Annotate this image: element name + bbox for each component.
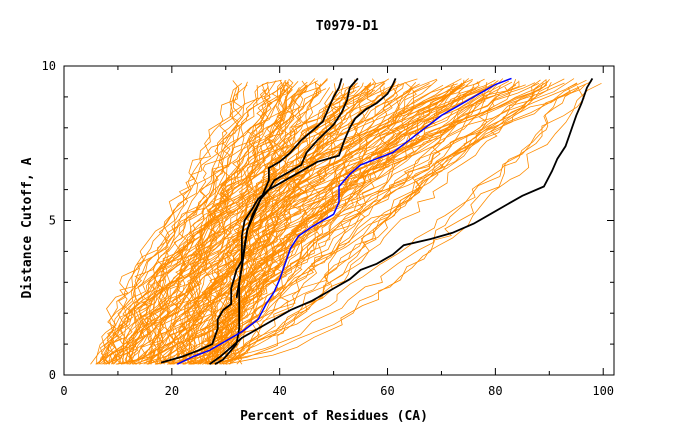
reference-line bbox=[209, 77, 594, 365]
model-line bbox=[96, 78, 473, 365]
model-line bbox=[139, 85, 580, 365]
model-line bbox=[225, 80, 286, 365]
reference-line bbox=[160, 77, 359, 364]
x-tick-label: 100 bbox=[592, 384, 614, 398]
model-line bbox=[146, 86, 269, 365]
highlight-lines bbox=[176, 77, 512, 365]
model-line bbox=[211, 79, 541, 365]
y-axis-label: Distance Cutoff, A bbox=[20, 157, 35, 298]
model-line bbox=[202, 82, 358, 365]
model-line bbox=[223, 86, 510, 365]
model-line bbox=[182, 84, 586, 365]
model-line bbox=[128, 78, 294, 365]
reference-lines bbox=[160, 77, 594, 365]
y-tick-label: 10 bbox=[42, 59, 56, 73]
x-axis-label: Percent of Residues (CA) bbox=[240, 409, 428, 424]
model-line bbox=[167, 80, 499, 365]
model-line bbox=[147, 84, 356, 365]
model-line bbox=[199, 79, 550, 365]
model-line bbox=[146, 82, 364, 365]
model-line bbox=[193, 79, 547, 365]
x-tick-label: 60 bbox=[380, 384, 394, 398]
model-line bbox=[158, 79, 496, 365]
model-line bbox=[140, 81, 299, 365]
model-line bbox=[168, 87, 288, 365]
model-line bbox=[95, 88, 243, 365]
reference-line bbox=[235, 78, 397, 298]
model-line bbox=[104, 81, 592, 365]
model-line bbox=[113, 89, 307, 365]
model-line bbox=[180, 81, 308, 365]
model-line bbox=[190, 78, 328, 365]
model-line bbox=[156, 84, 271, 365]
model-line bbox=[190, 87, 580, 365]
x-tick-label: 80 bbox=[488, 384, 502, 398]
model-line bbox=[117, 86, 385, 365]
model-line bbox=[214, 81, 318, 365]
model-line bbox=[128, 84, 308, 365]
model-line bbox=[109, 79, 282, 365]
model-line bbox=[154, 79, 517, 365]
highlight-line bbox=[176, 77, 512, 365]
model-line bbox=[162, 88, 454, 365]
model-line bbox=[172, 84, 468, 365]
model-line bbox=[98, 80, 240, 365]
model-line bbox=[146, 80, 473, 365]
y-axis-ticks: 0 5 10 bbox=[42, 59, 614, 382]
y-tick-label: 5 bbox=[49, 214, 56, 228]
x-tick-label: 0 bbox=[60, 384, 67, 398]
model-line bbox=[146, 80, 308, 365]
x-tick-label: 40 bbox=[272, 384, 286, 398]
model-line bbox=[105, 82, 243, 365]
model-line bbox=[149, 81, 290, 365]
model-line bbox=[201, 84, 541, 365]
model-line bbox=[214, 87, 319, 365]
model-line bbox=[150, 80, 287, 365]
x-axis-ticks: 0 20 40 60 80 100 bbox=[60, 66, 614, 398]
model-line bbox=[225, 83, 578, 365]
model-line bbox=[209, 82, 602, 365]
chart-title: T0979-D1 bbox=[316, 19, 379, 34]
model-line bbox=[222, 82, 488, 365]
model-line bbox=[117, 78, 316, 365]
model-line bbox=[111, 84, 517, 365]
y-tick-label: 0 bbox=[49, 368, 56, 382]
model-line bbox=[198, 84, 432, 365]
model-line bbox=[184, 79, 587, 365]
model-line bbox=[127, 82, 417, 365]
model-line bbox=[126, 84, 444, 365]
model-line bbox=[169, 86, 453, 365]
x-tick-label: 20 bbox=[165, 384, 179, 398]
model-line bbox=[132, 78, 470, 365]
model-line bbox=[160, 89, 357, 365]
model-line bbox=[117, 78, 504, 365]
model-line bbox=[228, 83, 420, 365]
model-line bbox=[150, 83, 404, 365]
